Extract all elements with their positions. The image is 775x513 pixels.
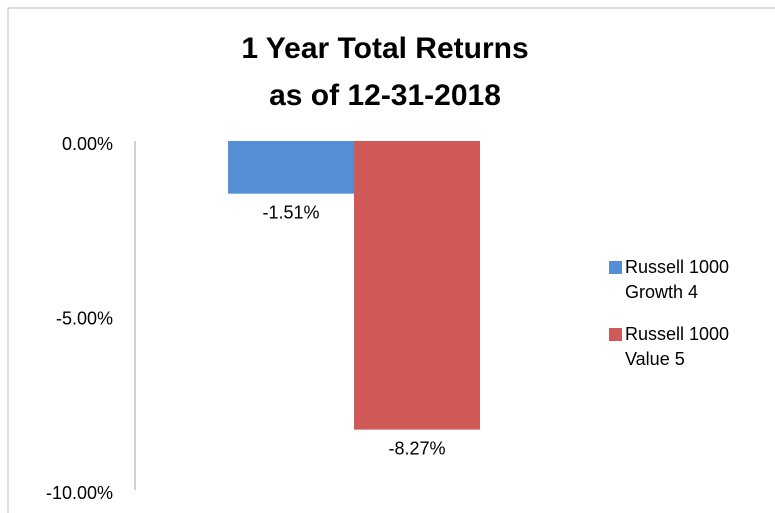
legend-item: Russell 1000 Growth 4	[609, 255, 740, 305]
legend-swatch	[609, 261, 622, 274]
legend-swatch	[609, 328, 622, 341]
y-tick-label: 0.00%	[62, 134, 113, 154]
data-label: -8.27%	[388, 438, 445, 458]
bar	[354, 141, 480, 430]
chart-title: as of 12-31-2018	[269, 79, 501, 112]
y-tick-label: -10.00%	[46, 483, 113, 503]
bar	[228, 141, 354, 194]
legend-item: Russell 1000 Value 5	[609, 322, 740, 372]
data-label: -1.51%	[262, 202, 319, 222]
chart-border	[7, 7, 775, 513]
legend-label: Russell 1000 Value 5	[625, 324, 730, 369]
legend-label: Russell 1000 Growth 4	[625, 257, 730, 302]
y-tick-label: -5.00%	[56, 308, 113, 328]
chart-title: 1 Year Total Returns	[241, 32, 528, 65]
